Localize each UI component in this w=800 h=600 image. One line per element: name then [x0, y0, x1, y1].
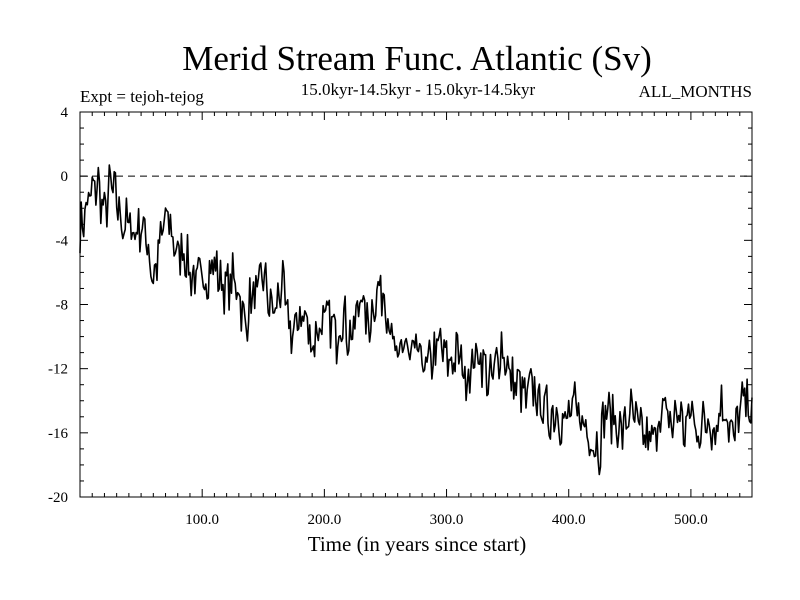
x-tick-label: 400.0: [552, 512, 586, 528]
x-tick-label: 100.0: [185, 512, 219, 528]
y-tick-label: 4: [61, 105, 69, 121]
y-tick-label: 0: [61, 169, 69, 185]
plot-frame: [79, 111, 753, 498]
x-tick-label: 500.0: [674, 512, 708, 528]
x-tick-label: 300.0: [430, 512, 464, 528]
chart-title: Merid Stream Func. Atlantic (Sv): [182, 39, 652, 78]
y-tick-label: -12: [48, 362, 68, 378]
y-tick-label: -20: [48, 490, 68, 506]
chart-axes: 100.0 200.0 300.0 400.0 500.0 -20 -16 -12 -8 -4 0 4: [48, 105, 752, 528]
y-tick-label: -4: [56, 233, 69, 249]
period-label: 15.0kyr-14.5kyr - 15.0kyr-14.5kyr: [301, 80, 536, 99]
experiment-label: Expt = tejoh-tejog: [80, 87, 204, 106]
months-label: ALL_MONTHS: [639, 82, 752, 101]
y-tick-label: -16: [48, 426, 68, 442]
x-axis-label: Time (in years since start): [308, 532, 527, 556]
series-line: [79, 164, 753, 476]
y-tick-label: -8: [56, 298, 69, 314]
x-tick-label: 200.0: [307, 512, 341, 528]
chart-series: [79, 164, 753, 476]
